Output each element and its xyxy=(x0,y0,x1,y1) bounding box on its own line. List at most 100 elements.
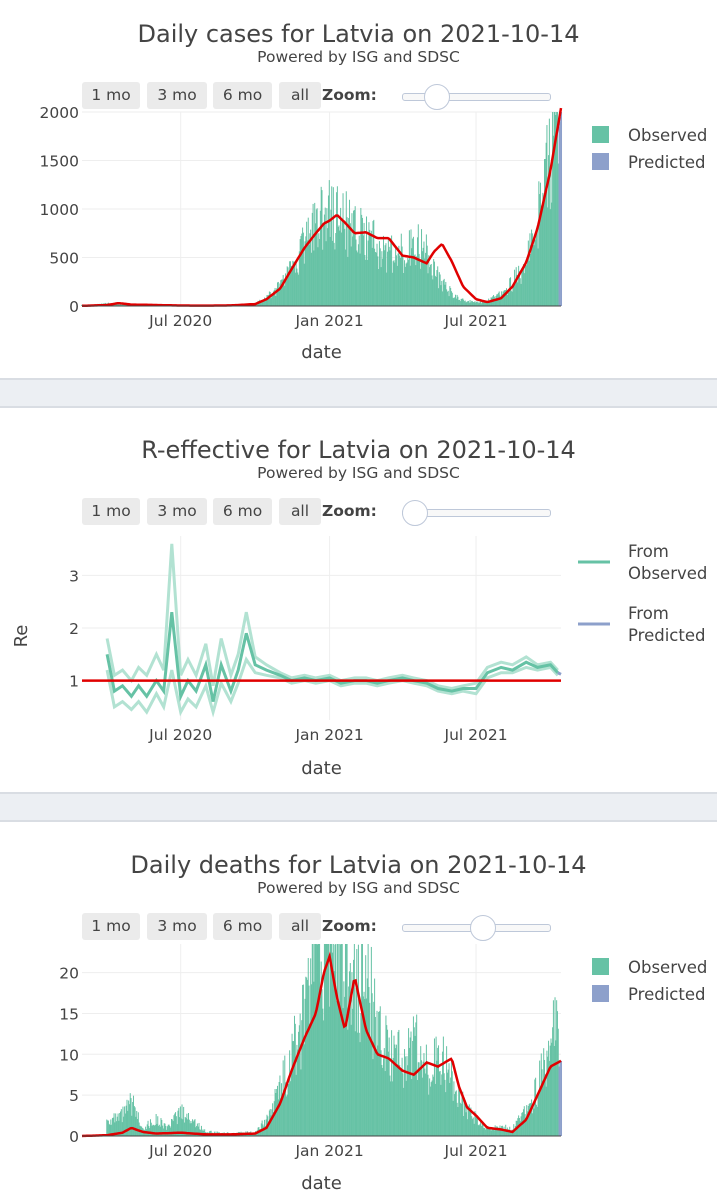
observed-bar xyxy=(275,1092,277,1136)
y-tick-label: 3 xyxy=(69,567,79,585)
observed-bar xyxy=(276,1085,279,1136)
observed-bar xyxy=(536,1106,538,1136)
observed-bar xyxy=(276,288,278,306)
observed-bar xyxy=(524,266,526,306)
observed-bar xyxy=(316,208,318,306)
observed-bar xyxy=(438,1071,440,1136)
observed-bar xyxy=(331,944,333,1136)
observed-bar xyxy=(167,1124,169,1136)
zoom-1mo-button[interactable]: 1 mo xyxy=(82,913,140,940)
observed-bar xyxy=(532,1103,534,1136)
observed-bar xyxy=(359,253,361,306)
observed-bar xyxy=(274,288,276,306)
observed-bar xyxy=(160,1118,162,1136)
observed-bar xyxy=(292,1041,294,1136)
observed-bar xyxy=(175,1112,177,1136)
observed-bar xyxy=(425,252,427,306)
observed-bar xyxy=(124,1106,126,1136)
observed-bar xyxy=(368,222,370,306)
observed-bar xyxy=(289,1050,291,1136)
zoom-all-button[interactable]: all xyxy=(279,82,321,109)
observed-bar xyxy=(169,1126,171,1136)
observed-bar xyxy=(336,944,338,1136)
observed-bar xyxy=(362,996,364,1136)
observed-bar xyxy=(360,1013,362,1136)
zoom-1mo-button[interactable]: 1 mo xyxy=(82,82,140,109)
zoom-1mo-button[interactable]: 1 mo xyxy=(82,498,140,525)
observed-bar xyxy=(119,1112,121,1136)
observed-bar xyxy=(535,239,537,306)
observed-bar xyxy=(540,205,542,306)
observed-bar xyxy=(170,1127,172,1136)
observed-bar xyxy=(538,1089,540,1136)
observed-bar xyxy=(187,1112,190,1136)
observed-bar xyxy=(326,944,328,1136)
zoom-6mo-button[interactable]: 6 mo xyxy=(213,82,272,109)
observed-bar xyxy=(435,1036,437,1136)
observed-bar xyxy=(504,1129,506,1136)
observed-bar xyxy=(499,1125,501,1136)
re-upper-bound-line xyxy=(105,543,559,691)
observed-bar xyxy=(338,1002,340,1136)
observed-bar xyxy=(493,1130,495,1136)
observed-bar xyxy=(418,253,420,306)
observed-bar xyxy=(351,213,353,306)
observed-bar xyxy=(423,241,425,306)
observed-bar xyxy=(374,248,376,306)
observed-bar xyxy=(480,303,482,306)
observed-bar xyxy=(168,1124,170,1136)
zoom-6mo-button[interactable]: 6 mo xyxy=(213,913,272,940)
observed-bar xyxy=(286,1094,288,1136)
observed-bar xyxy=(284,1055,286,1136)
zoom-all-button[interactable]: all xyxy=(279,498,321,525)
observed-bar xyxy=(401,1057,403,1136)
x-tick-label: Jul 2020 xyxy=(148,726,212,744)
observed-bar xyxy=(544,159,546,306)
observed-bar xyxy=(555,1040,557,1136)
observed-bar xyxy=(430,1082,432,1136)
observed-bar xyxy=(342,1008,344,1136)
observed-bar xyxy=(497,1126,499,1136)
zoom-slider-knob[interactable] xyxy=(469,915,496,941)
y-tick-label: 1500 xyxy=(40,153,79,171)
observed-bar xyxy=(188,1119,190,1136)
observed-bar xyxy=(149,1119,151,1136)
zoom-slider-knob[interactable] xyxy=(424,84,451,110)
observed-bar xyxy=(333,971,335,1136)
observed-bar xyxy=(412,236,414,306)
observed-bar xyxy=(114,304,116,306)
observed-bar xyxy=(447,1069,449,1136)
zoom-slider-knob[interactable] xyxy=(402,500,428,526)
observed-bar xyxy=(467,300,469,306)
observed-bar xyxy=(481,1121,483,1136)
observed-bar xyxy=(283,1094,285,1136)
zoom-6mo-button[interactable]: 6 mo xyxy=(213,498,272,525)
observed-bar xyxy=(368,986,370,1136)
zoom-all-button[interactable]: all xyxy=(279,913,321,940)
observed-bar xyxy=(395,1044,397,1136)
zoom-3mo-button[interactable]: 3 mo xyxy=(147,82,207,109)
zoom-3mo-button[interactable]: 3 mo xyxy=(147,913,207,940)
observed-bar xyxy=(414,254,416,306)
observed-bar xyxy=(402,256,404,306)
zoom-3mo-button[interactable]: 3 mo xyxy=(147,498,207,525)
observed-bar xyxy=(138,1122,140,1136)
observed-bar xyxy=(454,297,456,306)
fit-line xyxy=(81,951,562,1138)
observed-bar xyxy=(131,1115,133,1136)
observed-bar xyxy=(299,239,301,306)
observed-bar xyxy=(268,1121,270,1136)
zoom-slider-track[interactable] xyxy=(402,93,551,101)
observed-bar xyxy=(552,135,554,306)
observed-bar xyxy=(401,246,403,306)
observed-bar xyxy=(505,290,507,306)
observed-bar xyxy=(412,238,414,306)
observed-bar xyxy=(388,246,390,306)
observed-bar xyxy=(282,275,284,306)
observed-bar xyxy=(190,1120,192,1136)
y-tick-label: 2 xyxy=(69,620,79,638)
observed-bar xyxy=(348,986,350,1136)
observed-bar xyxy=(319,210,321,306)
observed-bar xyxy=(350,1024,352,1136)
observed-bar xyxy=(120,1109,122,1136)
